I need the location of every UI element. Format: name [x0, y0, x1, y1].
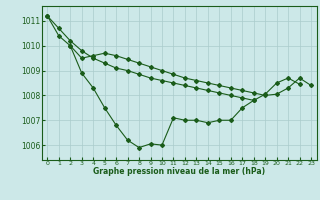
X-axis label: Graphe pression niveau de la mer (hPa): Graphe pression niveau de la mer (hPa): [93, 167, 265, 176]
